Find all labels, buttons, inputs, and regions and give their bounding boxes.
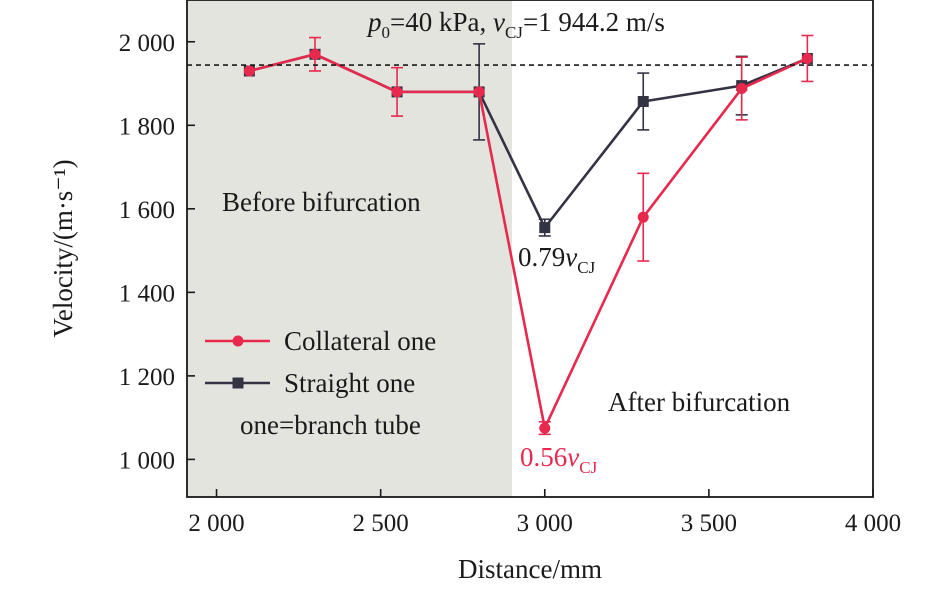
collateral-data-point — [473, 86, 485, 98]
collateral-series-line — [249, 52, 808, 430]
axis-ticks: 2 000 2 500 3 000 3 500 4 000 1 000 1 200 1 400… — [119, 30, 901, 537]
legend-note: one=branch tube — [240, 410, 421, 440]
y-tick-label: 1 200 — [119, 364, 175, 391]
y-tick-label: 2 000 — [119, 30, 175, 57]
legend-straight-marker — [232, 377, 244, 389]
after-bifurcation-label: After bifurcation — [608, 387, 791, 417]
plot-frame — [186, 0, 874, 498]
y-tick-label: 1 000 — [119, 447, 175, 474]
y-tick-label: 1 400 — [119, 280, 175, 307]
legend: Collateral one Straight one one=branch t… — [205, 326, 436, 440]
legend-collateral-marker — [232, 335, 244, 347]
x-tick-label: 4 000 — [845, 510, 901, 537]
collateral-ratio-label: 0.56vCJ — [520, 442, 598, 477]
bifurcation-shaded-region — [187, 0, 512, 497]
y-axis-title: Velocity/(m·s⁻¹) — [48, 159, 78, 337]
collateral-data-point — [243, 65, 255, 77]
before-bifurcation-label: Before bifurcation — [222, 187, 421, 217]
condition-annotation: p0=40 kPa, vCJ=1 944.2 m/s — [366, 7, 665, 42]
straight-data-point — [539, 222, 551, 234]
x-tick-label: 2 500 — [353, 510, 409, 537]
x-tick-label: 2 000 — [188, 510, 244, 537]
collateral-data-point — [391, 86, 403, 98]
straight-ratio-label: 0.79vCJ — [518, 242, 596, 277]
x-tick-label: 3 500 — [681, 510, 737, 537]
y-tick-label: 1 600 — [119, 197, 175, 224]
legend-collateral-label: Collateral one — [284, 326, 436, 356]
collateral-data-point — [736, 83, 748, 95]
x-tick-label: 3 000 — [517, 510, 573, 537]
straight-data-point — [637, 95, 649, 107]
y-tick-label: 1 800 — [119, 113, 175, 140]
x-axis-title: Distance/mm — [458, 554, 602, 584]
legend-straight-label: Straight one — [284, 368, 415, 398]
collateral-data-point — [637, 211, 649, 223]
collateral-data-point — [309, 48, 321, 60]
collateral-data-point — [539, 422, 551, 434]
series-layer — [243, 48, 813, 434]
collateral-data-point — [801, 52, 813, 64]
